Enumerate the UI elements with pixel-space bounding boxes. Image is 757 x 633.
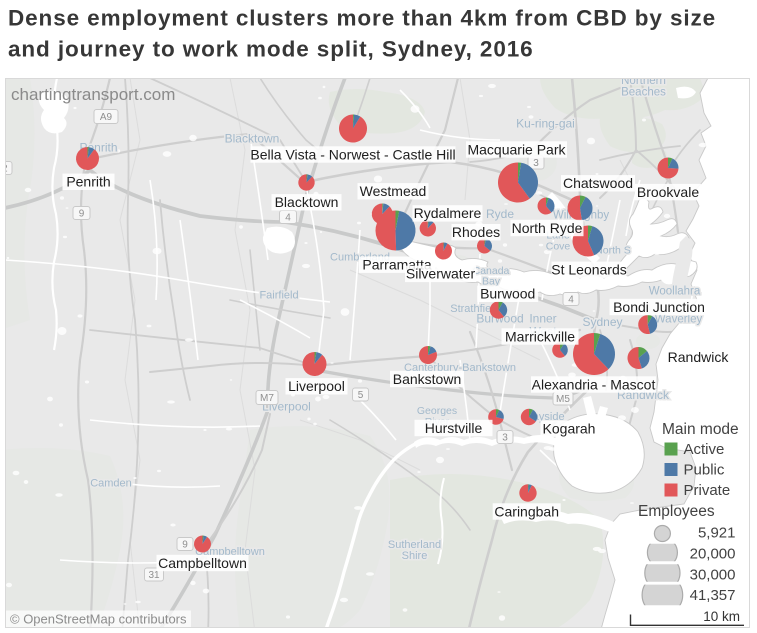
svg-text:Silverwater: Silverwater (406, 266, 476, 282)
svg-text:3: 3 (533, 158, 539, 169)
svg-text:Sutherland: Sutherland (388, 539, 441, 551)
svg-text:Marrickville: Marrickville (505, 328, 575, 344)
svg-text:31: 31 (148, 570, 160, 581)
svg-text:Burwood: Burwood (480, 286, 535, 302)
svg-text:Dense employment clusters more: Dense employment clusters more than 4km … (8, 6, 716, 31)
svg-text:Alexandria - Mascot: Alexandria - Mascot (532, 376, 656, 392)
svg-text:Ku-ring-gai: Ku-ring-gai (516, 117, 575, 131)
svg-text:© OpenStreetMap contributors: © OpenStreetMap contributors (10, 612, 187, 627)
svg-text:5: 5 (358, 390, 364, 401)
svg-text:Georges: Georges (417, 405, 457, 417)
svg-text:Northern: Northern (621, 75, 666, 87)
svg-text:Employees: Employees (638, 503, 715, 520)
svg-text:Fairfield: Fairfield (259, 290, 298, 302)
svg-text:9: 9 (79, 209, 85, 220)
svg-text:North S: North S (595, 245, 631, 257)
svg-text:and journey to work mode split: and journey to work mode split, Sydney, … (8, 37, 534, 62)
svg-text:Beaches: Beaches (621, 87, 666, 99)
svg-text:3: 3 (502, 433, 508, 444)
svg-text:Westmead: Westmead (360, 183, 427, 199)
svg-text:Ryde: Ryde (486, 207, 514, 221)
svg-text:Cove: Cove (546, 241, 571, 253)
svg-text:Bay: Bay (482, 276, 501, 288)
svg-text:Caringbah: Caringbah (494, 503, 559, 519)
svg-text:Blacktown: Blacktown (225, 132, 280, 146)
svg-text:Randwick: Randwick (668, 349, 730, 365)
svg-text:chartingtransport.com: chartingtransport.com (11, 85, 175, 104)
svg-text:4: 4 (285, 213, 291, 224)
svg-text:Rydalmere: Rydalmere (414, 205, 482, 221)
svg-text:5,921: 5,921 (698, 525, 736, 542)
svg-text:Kogarah: Kogarah (543, 421, 596, 437)
svg-text:Hurstville: Hurstville (425, 420, 483, 436)
svg-text:Blacktown: Blacktown (275, 194, 339, 210)
svg-text:Liverpool: Liverpool (288, 378, 345, 394)
svg-text:Penrith: Penrith (66, 174, 110, 190)
svg-text:Waverley: Waverley (655, 314, 703, 326)
svg-text:Brookvale: Brookvale (637, 184, 699, 200)
svg-text:Sydney: Sydney (582, 315, 622, 329)
svg-text:Chatswood: Chatswood (563, 175, 633, 191)
svg-text:M5: M5 (556, 394, 570, 405)
svg-text:M7: M7 (260, 393, 274, 404)
svg-text:Rhodes: Rhodes (452, 224, 500, 240)
svg-text:Bankstown: Bankstown (393, 371, 461, 387)
svg-text:A9: A9 (100, 112, 113, 123)
svg-text:Bella Vista - Norwest - Castle: Bella Vista - Norwest - Castle Hill (250, 146, 455, 162)
svg-text:41,357: 41,357 (690, 587, 736, 604)
svg-text:4: 4 (568, 295, 574, 306)
svg-text:Canada: Canada (473, 265, 510, 277)
svg-text:Macquarie Park: Macquarie Park (467, 141, 566, 157)
svg-text:Public: Public (684, 462, 725, 479)
svg-text:32: 32 (0, 164, 8, 175)
svg-text:20,000: 20,000 (690, 546, 736, 563)
svg-text:Main mode: Main mode (662, 421, 739, 438)
svg-text:Private: Private (684, 482, 731, 499)
svg-text:30,000: 30,000 (690, 567, 736, 584)
svg-text:Strathfield: Strathfield (450, 303, 500, 315)
svg-text:10 km: 10 km (703, 609, 740, 624)
svg-text:Bondi Junction: Bondi Junction (613, 299, 705, 315)
svg-text:Woollahra: Woollahra (649, 286, 701, 298)
svg-text:North Ryde: North Ryde (512, 220, 583, 236)
svg-text:Inner: Inner (529, 312, 556, 326)
svg-text:Camden: Camden (90, 478, 132, 490)
svg-text:Campbelltown: Campbelltown (158, 555, 247, 571)
svg-text:Shire: Shire (402, 550, 428, 562)
svg-text:St Leonards: St Leonards (551, 262, 627, 278)
svg-text:9: 9 (182, 540, 188, 551)
svg-text:Active: Active (684, 441, 725, 458)
